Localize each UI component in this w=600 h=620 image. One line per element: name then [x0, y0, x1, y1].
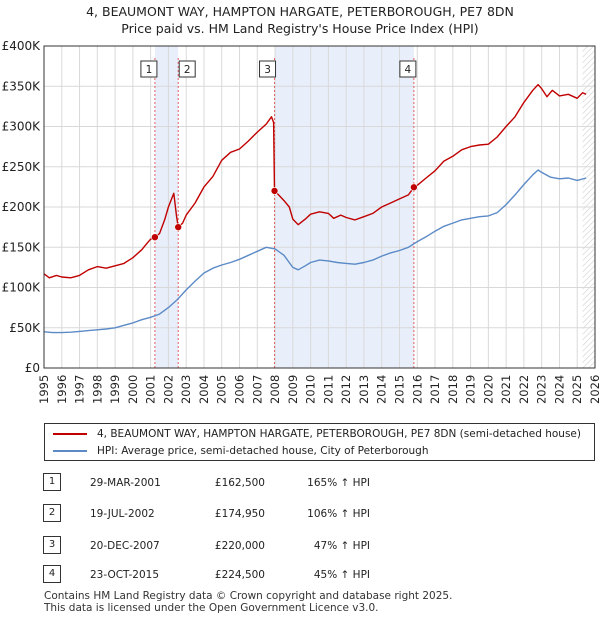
x-tick-label: 2011 [321, 375, 335, 404]
x-tick-label: 2001 [144, 375, 158, 404]
legend-swatch-hpi [53, 450, 87, 452]
hpi-line [43, 169, 587, 334]
sale-price: £162,500 [214, 477, 265, 489]
sale-number-label: 1 [146, 64, 153, 76]
x-tick-label: 2002 [161, 375, 175, 404]
x-tick-label: 2003 [179, 375, 193, 404]
sale-date: 19-JUL-2002 [90, 508, 155, 520]
sale-date: 23-OCT-2015 [90, 569, 159, 581]
x-tick-label: 2016 [410, 375, 424, 404]
sale-number-badge: 1 [43, 473, 61, 491]
sale-point [410, 183, 418, 192]
plot-frame [43, 45, 596, 369]
x-tick-label: 1995 [37, 375, 51, 404]
sale-number-label: 3 [264, 64, 271, 76]
x-tick-label: 2026 [588, 375, 600, 404]
sale-price: £220,000 [214, 540, 265, 552]
x-tick-label: 2008 [268, 375, 282, 404]
y-tick-label: £100K [2, 281, 42, 295]
sale-hpi-change: 45% ↑ HPI [313, 569, 370, 581]
sale-number-box [399, 60, 417, 78]
x-tick-label: 2006 [233, 375, 247, 404]
y-tick-label: £300K [2, 120, 42, 134]
legend-label-hpi: HPI: Average price, semi-detached house,… [97, 445, 429, 457]
sale-date: 20-DEC-2007 [90, 540, 160, 552]
x-tick-label: 1997 [73, 375, 87, 404]
table-row: 2 19-JUL-2002 £174,950 106% ↑ HPI [0, 503, 600, 525]
sale-hpi-change: 165% ↑ HPI [307, 477, 370, 489]
sale-number-box [140, 60, 158, 78]
sale-number-box [259, 60, 277, 78]
sale-number-box [178, 60, 196, 78]
footer-copyright: Contains HM Land Registry data © Crown c… [44, 590, 453, 602]
x-tick-label: 2013 [357, 375, 371, 404]
legend-item-property: 4, BEAUMONT WAY, HAMPTON HARGATE, PETERB… [53, 426, 581, 442]
sale-point [270, 187, 279, 195]
sale-point [174, 223, 182, 231]
sale-hpi-change: 106% ↑ HPI [307, 508, 370, 520]
x-tick-label: 1996 [55, 375, 69, 404]
x-tick-label: 2007 [250, 375, 264, 404]
y-tick-label: £50K [9, 321, 41, 335]
footer: Contains HM Land Registry data © Crown c… [44, 590, 452, 614]
footer-license: This data is licensed under the Open Gov… [44, 602, 379, 614]
x-tick-label: 2015 [392, 375, 406, 404]
x-tick-label: 2005 [215, 375, 229, 404]
chart-title: 4, BEAUMONT WAY, HAMPTON HARGATE, PETERB… [86, 4, 514, 19]
legend-swatch-property [53, 433, 87, 435]
sale-number-badge: 3 [43, 536, 61, 554]
table-row: 4 23-OCT-2015 £224,500 45% ↑ HPI [0, 564, 600, 586]
x-tick-label: 2004 [197, 375, 211, 404]
table-row: 1 29-MAR-2001 £162,500 165% ↑ HPI [0, 472, 600, 494]
sale-price: £174,950 [214, 508, 265, 520]
x-tick-label: 2025 [570, 375, 584, 404]
y-tick-label: £400K [2, 39, 42, 53]
legend-item-hpi: HPI: Average price, semi-detached house,… [53, 443, 429, 459]
x-tick-label: 2009 [286, 375, 300, 404]
sale-number-label: 2 [184, 64, 191, 76]
price-chart: £0 £50K £100K £150K £200K £250K £300K £350K £400… [2, 39, 600, 404]
y-tick-label: £150K [2, 240, 42, 254]
x-tick-label: 1999 [108, 375, 122, 404]
legend: 4, BEAUMONT WAY, HAMPTON HARGATE, PETERB… [44, 423, 595, 461]
x-tick-label: 2014 [375, 375, 389, 404]
sale-date: 29-MAR-2001 [90, 477, 161, 489]
sale-hpi-change: 47% ↑ HPI [313, 540, 370, 552]
x-tick-label: 2012 [339, 375, 353, 404]
legend-label-property: 4, BEAUMONT WAY, HAMPTON HARGATE, PETERB… [97, 428, 581, 440]
sale-point [151, 233, 159, 241]
x-tick-label: 2024 [552, 375, 566, 404]
table-row: 3 20-DEC-2007 £220,000 47% ↑ HPI [0, 535, 600, 557]
y-tick-label: £200K [2, 200, 42, 214]
x-tick-label: 2023 [535, 375, 549, 404]
x-tick-label: 1998 [90, 375, 104, 404]
x-tick-label: 2017 [428, 375, 442, 404]
property-price-line [43, 83, 587, 279]
sale-number-badge: 2 [43, 504, 61, 522]
y-tick-label: £250K [2, 160, 42, 174]
x-tick-label: 2000 [126, 375, 140, 404]
y-tick-label: £350K [2, 79, 42, 93]
chart-subtitle: Price paid vs. HM Land Registry's House … [121, 21, 479, 36]
x-tick-label: 2022 [517, 375, 531, 404]
x-tick-label: 2021 [499, 375, 513, 404]
sale-number-badge: 4 [43, 565, 61, 583]
x-tick-label: 2018 [446, 375, 460, 404]
sale-price: £224,500 [214, 569, 265, 581]
x-tick-label: 2019 [464, 375, 478, 404]
x-tick-label: 2020 [481, 375, 495, 404]
sale-number-label: 4 [405, 64, 412, 76]
x-tick-label: 2010 [304, 375, 318, 404]
y-tick-label: £0 [25, 361, 40, 375]
